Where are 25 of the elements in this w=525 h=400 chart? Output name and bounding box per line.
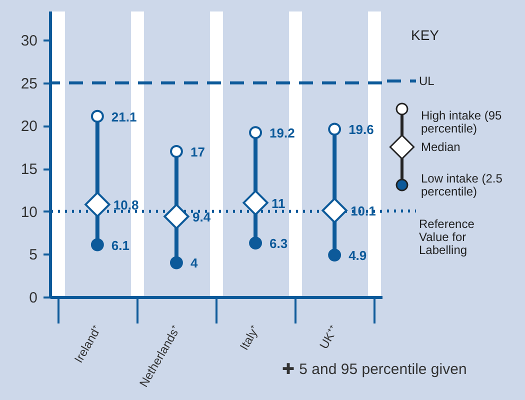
legend-label: Low intake (2.5 percentile): [421, 172, 503, 198]
data-label: 6.3: [270, 236, 288, 252]
y-tick-label: 15: [20, 161, 38, 178]
data-label: 4: [190, 256, 198, 271]
data-label: 10.8: [113, 198, 139, 213]
ref-line-label: UL: [419, 74, 435, 88]
legend-title: KEY: [410, 27, 440, 43]
data-label: 19.6: [348, 122, 374, 138]
y-tick-label: 20: [20, 118, 38, 136]
data-label: 11: [272, 196, 286, 211]
legend-label: High intake (95 percentile): [421, 108, 502, 136]
data-label: 21.1: [111, 109, 137, 124]
y-tick-label: 10: [20, 204, 38, 221]
data-label: 4.9: [348, 248, 367, 264]
text: ✚ 5 and 95 percentile given: [282, 361, 467, 378]
ref-line-label: Reference Value for Labelling: [419, 217, 475, 257]
data-label: 19.2: [270, 126, 295, 141]
data-label: 6.1: [111, 238, 130, 253]
y-tick-label: 30: [20, 32, 38, 50]
legend-label: Median: [421, 140, 460, 154]
data-label: 9.4: [192, 210, 212, 225]
y-tick-label: 25: [20, 75, 38, 92]
data-label: 17: [190, 144, 205, 160]
y-tick-label: 0: [29, 290, 38, 306]
y-tick-label: 5: [29, 246, 38, 264]
